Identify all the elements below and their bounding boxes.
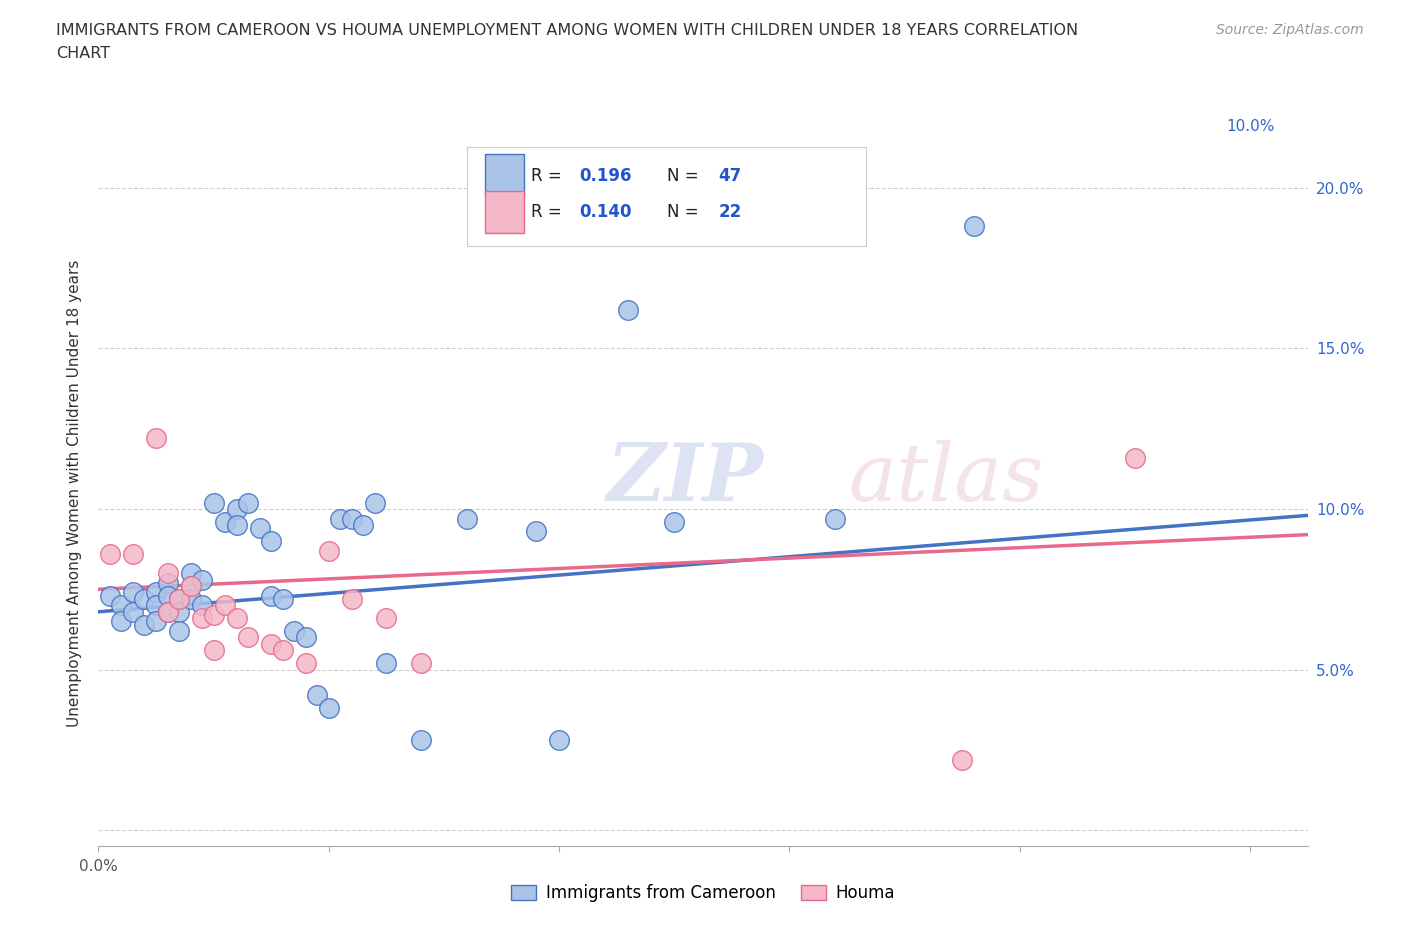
Point [260, 534, 283, 549]
Point [167, 591, 190, 606]
Point [318, 543, 340, 558]
Point [191, 611, 214, 626]
Point [260, 589, 283, 604]
Point [236, 495, 259, 510]
Point [98, 547, 121, 562]
Point [180, 565, 202, 580]
FancyBboxPatch shape [467, 147, 866, 246]
Text: 22: 22 [718, 204, 742, 221]
Point [409, 656, 432, 671]
Point [110, 598, 132, 613]
Point [664, 514, 686, 529]
Point [122, 604, 145, 619]
Point [271, 643, 294, 658]
Point [167, 591, 190, 606]
Point [134, 618, 156, 632]
Point [456, 512, 478, 526]
Point [364, 495, 387, 510]
Text: atlas: atlas [848, 440, 1043, 517]
Text: ZIP: ZIP [606, 440, 763, 517]
Point [225, 501, 247, 516]
Text: IMMIGRANTS FROM CAMEROON VS HOUMA UNEMPLOYMENT AMONG WOMEN WITH CHILDREN UNDER 1: IMMIGRANTS FROM CAMEROON VS HOUMA UNEMPL… [56, 23, 1078, 38]
Point [352, 518, 374, 533]
Point [202, 607, 225, 622]
Text: 0.196: 0.196 [579, 166, 633, 184]
Point [191, 598, 214, 613]
Point [167, 604, 190, 619]
FancyBboxPatch shape [485, 154, 524, 196]
Point [824, 512, 846, 526]
Point [180, 591, 202, 606]
Point [122, 585, 145, 600]
Point [236, 630, 259, 644]
Point [180, 578, 202, 593]
Point [145, 598, 167, 613]
Point [156, 604, 179, 619]
Text: R =: R = [531, 166, 567, 184]
Point [156, 589, 179, 604]
Point [962, 219, 984, 233]
Point [260, 636, 283, 651]
Point [225, 518, 247, 533]
Point [340, 591, 363, 606]
Point [214, 514, 236, 529]
Point [156, 576, 179, 591]
Point [225, 611, 247, 626]
Point [202, 495, 225, 510]
Point [110, 614, 132, 629]
Point [271, 591, 294, 606]
Point [156, 604, 179, 619]
Y-axis label: Unemployment Among Women with Children Under 18 years: Unemployment Among Women with Children U… [67, 259, 83, 726]
Point [156, 565, 179, 580]
Point [134, 591, 156, 606]
Point [98, 589, 121, 604]
Point [294, 656, 316, 671]
Point [122, 547, 145, 562]
Point [617, 302, 640, 317]
Point [294, 630, 316, 644]
Point [524, 524, 547, 538]
Point [249, 521, 271, 536]
Point [214, 598, 236, 613]
Point [375, 611, 398, 626]
Point [283, 624, 305, 639]
Point [145, 585, 167, 600]
Point [409, 733, 432, 748]
Text: CHART: CHART [56, 46, 110, 61]
Legend: Immigrants from Cameroon, Houma: Immigrants from Cameroon, Houma [505, 877, 901, 909]
Point [318, 700, 340, 715]
Point [307, 688, 329, 703]
Text: N =: N = [666, 204, 703, 221]
Point [167, 624, 190, 639]
Point [1123, 450, 1146, 465]
Text: 0.140: 0.140 [579, 204, 633, 221]
Point [375, 656, 398, 671]
Point [202, 643, 225, 658]
Point [145, 614, 167, 629]
FancyBboxPatch shape [485, 191, 524, 232]
Text: Source: ZipAtlas.com: Source: ZipAtlas.com [1216, 23, 1364, 37]
Text: R =: R = [531, 204, 567, 221]
Point [548, 733, 571, 748]
Point [329, 512, 352, 526]
Point [191, 572, 214, 587]
Point [340, 512, 363, 526]
Point [145, 431, 167, 445]
Point [950, 752, 973, 767]
Text: N =: N = [666, 166, 703, 184]
Point [180, 578, 202, 593]
Text: 47: 47 [718, 166, 742, 184]
